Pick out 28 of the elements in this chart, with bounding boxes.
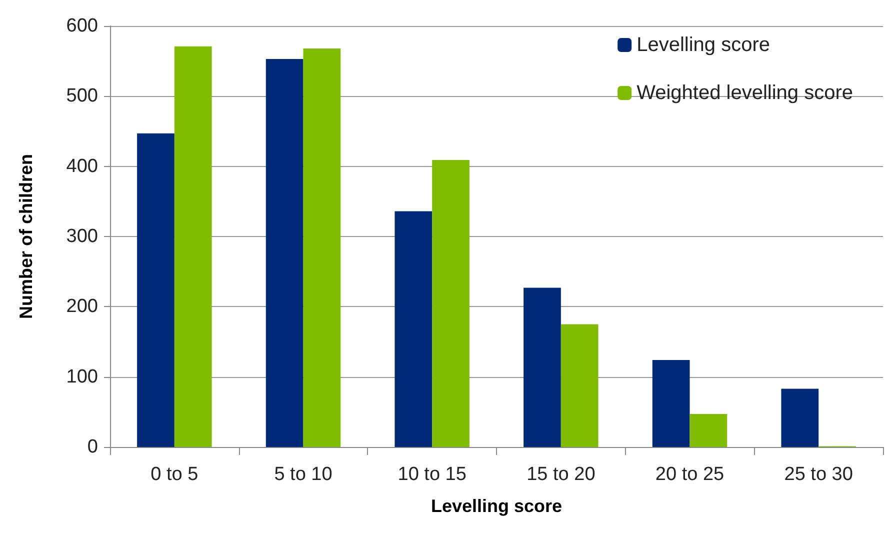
bar [652, 360, 690, 447]
legend-label: Levelling score [636, 34, 770, 56]
legend-label: Weighted levelling score [636, 82, 854, 104]
y-tick-label: 300 [66, 226, 98, 247]
x-tick-label: 0 to 5 [150, 464, 198, 485]
y-tick-label: 0 [87, 436, 98, 458]
bar [394, 211, 432, 447]
y-tick-label: 200 [66, 296, 98, 318]
x-tick-label: 20 to 25 [655, 464, 724, 485]
y-tick-label: 100 [66, 366, 98, 388]
bar [432, 160, 470, 447]
bar [560, 324, 598, 447]
y-tick-label: 500 [66, 86, 98, 107]
y-tick-label: 400 [66, 156, 98, 177]
bar [781, 388, 819, 447]
bar [303, 48, 341, 447]
x-tick-label: 25 to 30 [784, 464, 853, 485]
bar [690, 414, 728, 447]
bar [524, 288, 561, 447]
bar [137, 133, 174, 447]
x-tick-label: 10 to 15 [398, 464, 466, 485]
y-tick-label: 600 [66, 16, 98, 36]
x-axis-title: Levelling score [430, 496, 562, 516]
x-tick-label: 5 to 10 [274, 464, 332, 485]
x-tick-label: 15 to 20 [526, 464, 596, 485]
y-axis-title: Number of children [16, 154, 36, 320]
bar [266, 58, 304, 447]
bar [174, 46, 212, 447]
